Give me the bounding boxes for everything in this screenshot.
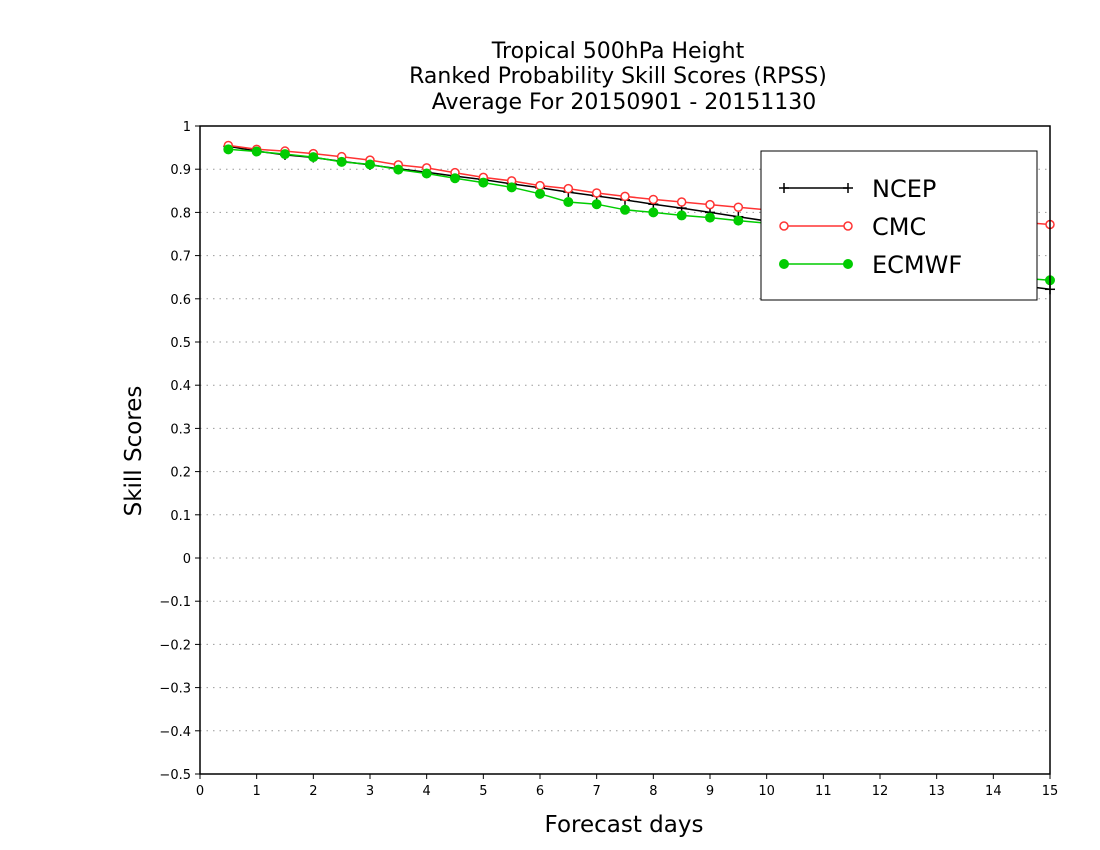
- legend-label-ncep: NCEP: [872, 175, 936, 203]
- x-axis-ticks: 0 1 2 3 4 5 6 7 8 9 10 11 12 13 14 15: [196, 774, 1058, 799]
- y-tick-label: 0.6: [170, 293, 191, 308]
- y-tick-label: −0.4: [159, 725, 191, 740]
- legend-marker-cmc: [843, 221, 853, 231]
- x-tick-label: 4: [423, 784, 431, 799]
- y-tick-label: 0: [183, 552, 191, 567]
- data-point-ecmwf: [308, 152, 319, 163]
- data-point-cmc: [563, 183, 574, 194]
- title-line-2: Ranked Probability Skill Scores (RPSS): [409, 64, 827, 89]
- y-tick-label: 0.4: [170, 379, 191, 394]
- data-point-ecmwf: [478, 177, 489, 188]
- legend-marker-cmc: [779, 221, 789, 231]
- data-point-ecmwf: [591, 199, 602, 210]
- data-point-cmc: [733, 202, 744, 212]
- x-tick-label: 10: [758, 784, 775, 799]
- data-point-ecmwf: [506, 182, 517, 193]
- data-point-ecmwf: [223, 144, 234, 155]
- data-point-ecmwf: [365, 159, 375, 170]
- x-tick-label: 3: [366, 784, 374, 799]
- data-point-ecmwf: [648, 207, 659, 218]
- data-point-ecmwf: [535, 188, 545, 199]
- x-tick-label: 2: [309, 784, 317, 799]
- data-point-cmc: [705, 199, 715, 210]
- y-tick-label: 0.3: [170, 422, 191, 437]
- y-tick-label: 0.2: [170, 466, 191, 481]
- x-tick-label: 12: [872, 784, 889, 799]
- data-point-ecmwf: [421, 168, 432, 179]
- title-line-1: Tropical 500hPa Height: [491, 39, 745, 64]
- x-tick-label: 0: [196, 784, 204, 799]
- y-tick-label: 0.1: [170, 509, 191, 524]
- x-tick-label: 11: [815, 784, 832, 799]
- x-axis-label: Forecast days: [545, 812, 704, 838]
- data-point-ecmwf: [336, 156, 347, 167]
- legend-marker-ncep: [843, 183, 853, 193]
- title-line-3: Average For 20150901 - 20151130: [432, 90, 817, 115]
- data-point-cmc: [591, 188, 602, 198]
- y-tick-label: 1: [183, 120, 191, 135]
- y-tick-label: −0.5: [159, 768, 191, 783]
- data-point-ecmwf: [676, 210, 687, 221]
- data-point-cmc: [648, 194, 659, 205]
- data-point-cmc: [535, 180, 545, 191]
- data-point-ecmwf: [620, 204, 630, 215]
- x-tick-label: 13: [928, 784, 945, 799]
- data-point-ecmwf: [733, 215, 744, 226]
- y-tick-label: −0.1: [159, 595, 191, 610]
- data-point-ecmwf: [393, 164, 404, 175]
- y-tick-label: 0.5: [170, 336, 191, 351]
- y-tick-label: 0.8: [170, 206, 191, 221]
- plot-frame: [199, 125, 1051, 775]
- data-point-ecmwf: [280, 149, 290, 160]
- data-point-cmc: [620, 191, 630, 202]
- x-tick-label: 9: [706, 784, 714, 799]
- data-point-ecmwf: [705, 212, 715, 223]
- legend-marker-ecmwf: [843, 259, 853, 269]
- x-tick-label: 1: [253, 784, 261, 799]
- legend: NCEP CMC ECMWF: [760, 150, 1038, 301]
- y-axis-label: Skill Scores: [121, 386, 147, 517]
- x-tick-label: 7: [593, 784, 601, 799]
- y-tick-label: 0.7: [170, 250, 191, 265]
- x-tick-label: 5: [479, 784, 487, 799]
- y-tick-label: −0.2: [159, 638, 191, 653]
- y-tick-label: −0.3: [159, 682, 191, 697]
- x-tick-label: 15: [1042, 784, 1059, 799]
- y-axis-ticks: 1 0.9 0.8 0.7 0.6 0.5 0.4 0.3 0.2 0.1 0 −0.1 −0.2 −0.…: [159, 120, 200, 783]
- data-point-cmc: [676, 197, 687, 207]
- x-tick-label: 8: [649, 784, 657, 799]
- data-point-ecmwf: [450, 173, 460, 184]
- data-point-ecmwf: [563, 197, 574, 208]
- legend-label-cmc: CMC: [872, 213, 926, 241]
- chart-title: Tropical 500hPa Height Ranked Probabilit…: [409, 39, 827, 115]
- legend-marker-ncep: [779, 183, 789, 193]
- x-tick-label: 6: [536, 784, 544, 799]
- y-tick-label: 0.9: [170, 163, 191, 178]
- data-point-ecmwf: [251, 146, 262, 157]
- legend-marker-ecmwf: [779, 259, 789, 269]
- x-tick-label: 14: [985, 784, 1002, 799]
- legend-label-ecmwf: ECMWF: [872, 251, 962, 279]
